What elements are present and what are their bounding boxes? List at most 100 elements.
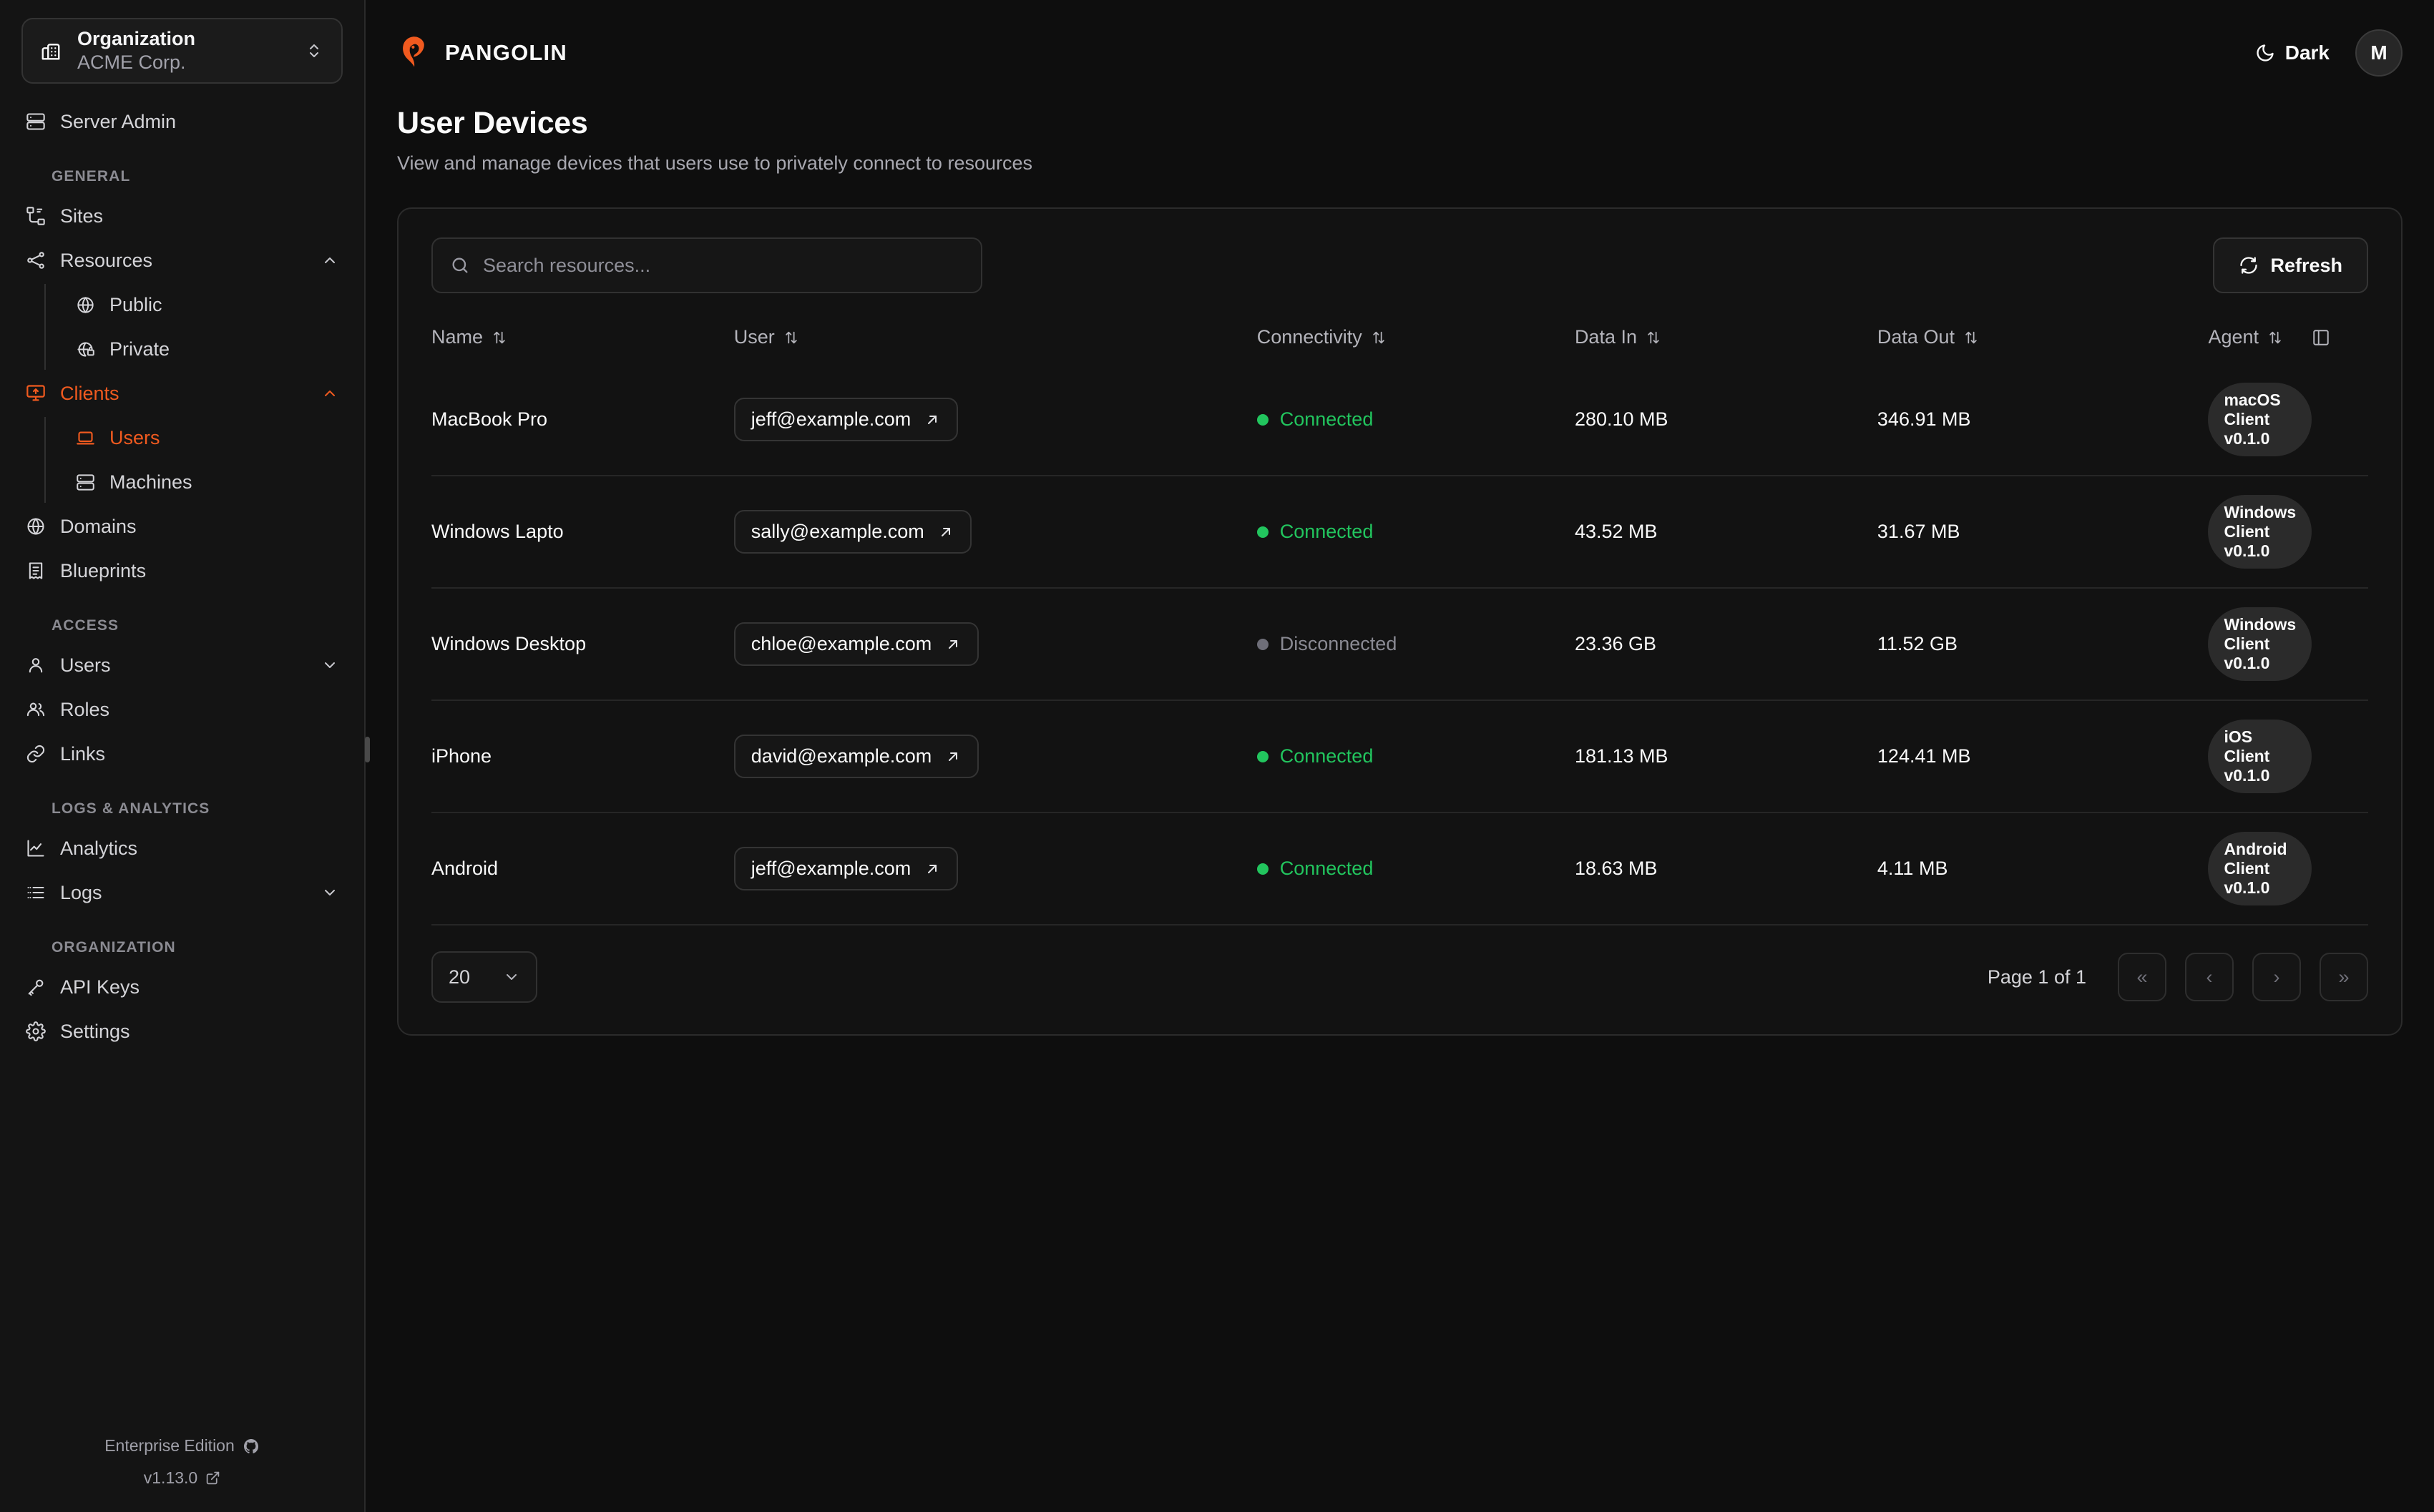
cell-name: Windows Desktop <box>431 587 734 700</box>
column-label: Agent <box>2208 326 2259 348</box>
sidebar-item-links[interactable]: Links <box>0 732 364 776</box>
sidebar-section-access: ACCESS <box>52 617 119 634</box>
sidebar-item-sites[interactable]: Sites <box>0 194 364 238</box>
user-chip[interactable]: jeff@example.com <box>733 847 959 890</box>
search-box[interactable] <box>431 237 982 293</box>
sidebar-item-server-admin[interactable]: Server Admin <box>0 99 364 144</box>
sidebar-item-label: Domains <box>60 515 137 537</box>
chevron-up-down-icon <box>306 42 323 59</box>
version-label: v1.13.0 <box>143 1468 198 1487</box>
external-link-icon <box>937 524 954 541</box>
column-header-name[interactable]: Name <box>431 315 734 364</box>
first-page-button[interactable]: « <box>2118 953 2166 1001</box>
column-label: Connectivity <box>1256 326 1362 348</box>
cell-data-in: 23.36 GB <box>1574 587 1877 700</box>
sidebar-item-users[interactable]: Users <box>0 643 364 687</box>
status-badge: Disconnected <box>1256 633 1397 655</box>
column-header-data-out[interactable]: Data Out <box>1877 315 2209 364</box>
sidebar-item-blueprints[interactable]: Blueprints <box>0 549 364 593</box>
cell-data-out: 346.91 MB <box>1877 408 1971 430</box>
chevron-down-icon[interactable] <box>321 657 338 674</box>
version-row[interactable]: v1.13.0 <box>0 1468 364 1488</box>
github-icon <box>243 1438 260 1455</box>
user-chip[interactable]: sally@example.com <box>733 510 972 554</box>
table-row[interactable]: Windows Lapto sally@example.com Connected 4… <box>431 475 2368 588</box>
page-size-select[interactable]: 20 <box>431 951 537 1003</box>
chevron-up-icon[interactable] <box>321 385 338 402</box>
user-chip[interactable]: jeff@example.com <box>733 398 959 441</box>
sidebar-item-logs[interactable]: Logs <box>0 870 364 915</box>
external-link-icon <box>924 411 941 428</box>
sidebar-footer: Enterprise Edition v1.13.0 <box>0 1423 364 1512</box>
link-icon <box>26 744 46 764</box>
org-switcher[interactable]: Organization ACME Corp. <box>21 18 343 84</box>
cell-name: Android <box>431 812 734 926</box>
table-header-row: Name User <box>431 315 2368 364</box>
user-chip[interactable]: david@example.com <box>733 735 979 778</box>
sidebar-item-users-clients[interactable]: Users <box>44 416 364 460</box>
sidebar-item-label: Logs <box>60 881 102 903</box>
sidebar-item-public[interactable]: Public <box>44 283 364 327</box>
refresh-icon <box>2239 255 2259 275</box>
status-badge: Connected <box>1256 408 1373 431</box>
page-label: Page 1 of 1 <box>1987 966 2086 988</box>
globe-icon <box>26 516 46 536</box>
page-subtitle: View and manage devices that users use t… <box>397 152 1032 174</box>
sidebar-item-domains[interactable]: Domains <box>0 504 364 549</box>
status-label: Connected <box>1279 745 1374 767</box>
sidebar-item-roles[interactable]: Roles <box>0 687 364 732</box>
agent-badge: Android Client v0.1.0 <box>2208 832 2312 905</box>
column-header-connectivity[interactable]: Connectivity <box>1257 315 1575 364</box>
columns-toggle-icon[interactable] <box>2312 328 2368 347</box>
column-header-options[interactable] <box>2312 315 2368 364</box>
table-row[interactable]: iPhone david@example.com Connected 181.13 M… <box>431 699 2368 813</box>
status-dot-icon <box>1256 863 1269 875</box>
pager-controls: Page 1 of 1 « ‹ › » <box>1988 953 2368 1001</box>
sidebar-item-analytics[interactable]: Analytics <box>0 826 364 870</box>
table-row[interactable]: MacBook Pro jeff@example.com Connected 280.… <box>431 364 2368 476</box>
avatar[interactable]: M <box>2355 29 2403 77</box>
search-icon <box>450 255 470 275</box>
sidebar-item-private[interactable]: Private <box>44 327 364 371</box>
status-badge: Connected <box>1256 745 1374 767</box>
laptop-icon <box>76 428 95 448</box>
user-email: jeff@example.com <box>751 858 911 879</box>
column-label: Name <box>431 326 484 348</box>
devices-table: Name User <box>431 315 2368 926</box>
sidebar-item-settings[interactable]: Settings <box>0 1009 364 1054</box>
chevron-down-icon[interactable] <box>321 884 338 901</box>
sidebar-scrollbar[interactable] <box>365 737 370 762</box>
sidebar-item-label: Analytics <box>60 837 138 859</box>
column-header-user[interactable]: User <box>734 315 1257 364</box>
table-row[interactable]: Windows Desktop chloe@example.com Disconne… <box>431 587 2368 700</box>
chevron-down-icon <box>503 968 520 986</box>
brand[interactable]: PANGOLIN <box>396 34 567 72</box>
brand-name: PANGOLIN <box>445 40 567 65</box>
sidebar-item-clients[interactable]: Clients <box>0 371 364 416</box>
column-header-agent[interactable]: Agent <box>2208 315 2312 364</box>
table-body: MacBook Pro jeff@example.com Connected 280.… <box>431 364 2368 926</box>
column-header-data-in[interactable]: Data In <box>1575 315 1877 364</box>
next-page-button[interactable]: › <box>2252 953 2301 1001</box>
edition-row[interactable]: Enterprise Edition <box>0 1436 364 1455</box>
prev-page-button[interactable]: ‹ <box>2185 953 2234 1001</box>
table-head: Name User <box>431 315 2368 364</box>
search-input[interactable] <box>483 254 964 277</box>
sidebar-item-api-keys[interactable]: API Keys <box>0 965 364 1009</box>
last-page-button[interactable]: » <box>2320 953 2368 1001</box>
agent-badge: Windows Client v0.1.0 <box>2208 607 2312 681</box>
table-row[interactable]: Android jeff@example.com Connected 18.63 MB… <box>431 812 2368 926</box>
sidebar-item-resources[interactable]: Resources <box>0 238 364 283</box>
main-area: PANGOLIN Dark M User Devices View and ma… <box>366 0 2434 1512</box>
chevron-up-icon[interactable] <box>321 252 338 269</box>
sidebar-item-label: Public <box>109 293 162 315</box>
gear-icon <box>26 1021 46 1041</box>
user-chip[interactable]: chloe@example.com <box>733 622 979 666</box>
pagination: 20 Page 1 of 1 « ‹ › » <box>431 951 2368 1003</box>
theme-toggle[interactable]: Dark <box>2255 41 2330 64</box>
sidebar-item-machines[interactable]: Machines <box>44 460 364 504</box>
status-badge: Connected <box>1256 521 1373 543</box>
cell-name: iPhone <box>431 699 734 813</box>
refresh-button[interactable]: Refresh <box>2213 237 2368 293</box>
user-email: sally@example.com <box>751 521 924 542</box>
